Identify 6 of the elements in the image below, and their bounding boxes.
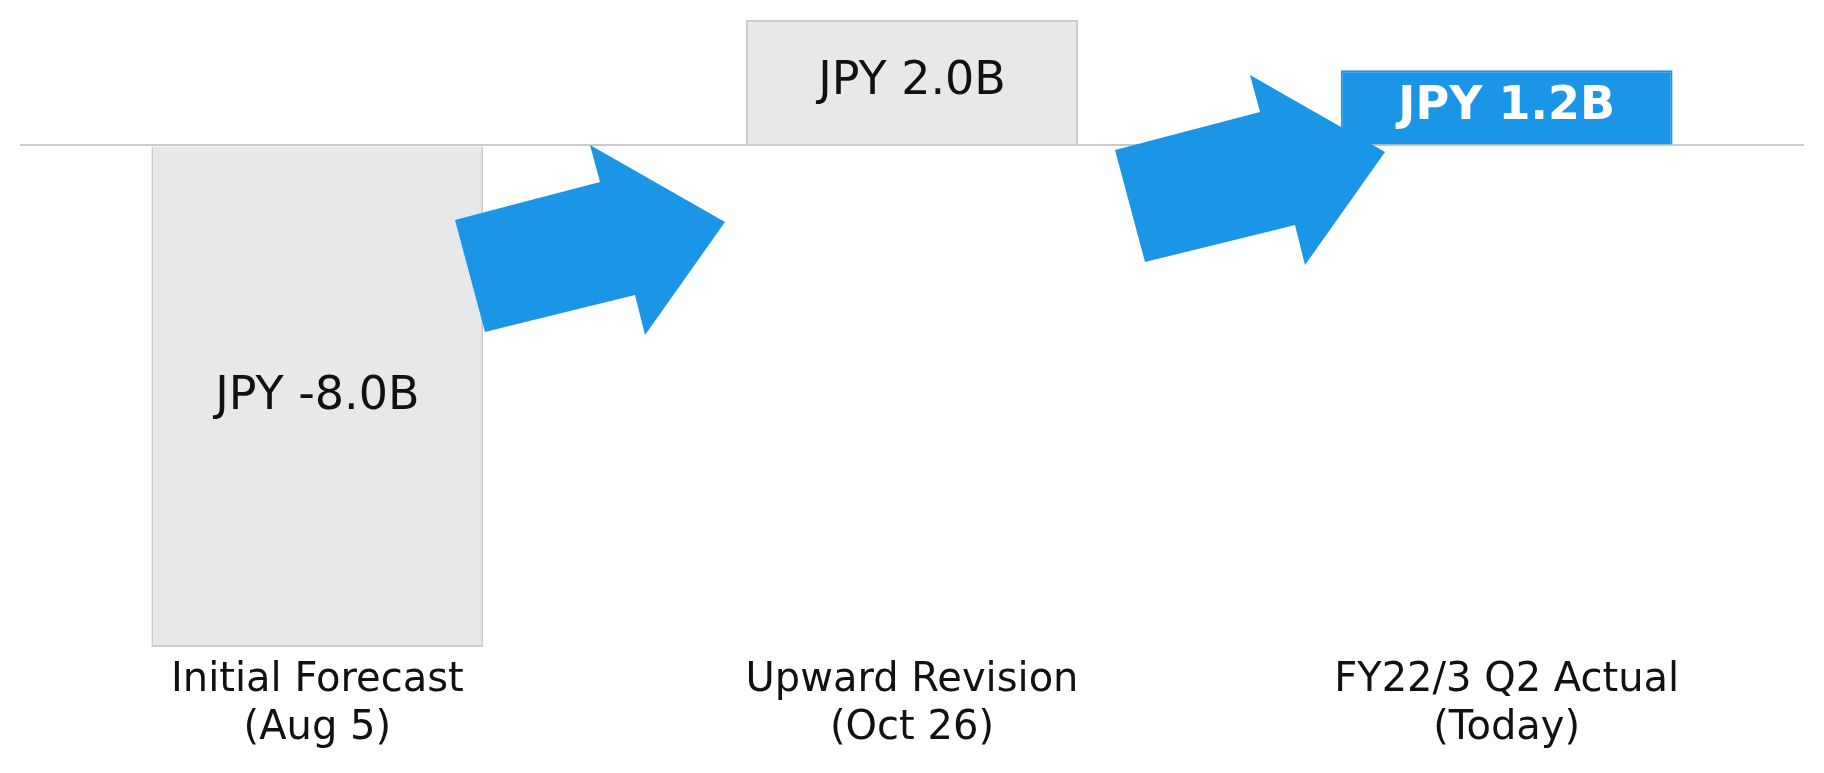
x-tick-label: Initial Forecast (Aug 5) [171, 654, 464, 749]
data-label: JPY 2.0B [815, 51, 1006, 106]
x-tick-label: FY22/3 Q2 Actual (Today) [1334, 654, 1680, 749]
data-label: JPY 1.2B [1395, 76, 1616, 131]
x-tick-label: Upward Revision (Oct 26) [745, 654, 1079, 749]
data-label: JPY -8.0B [212, 365, 420, 420]
